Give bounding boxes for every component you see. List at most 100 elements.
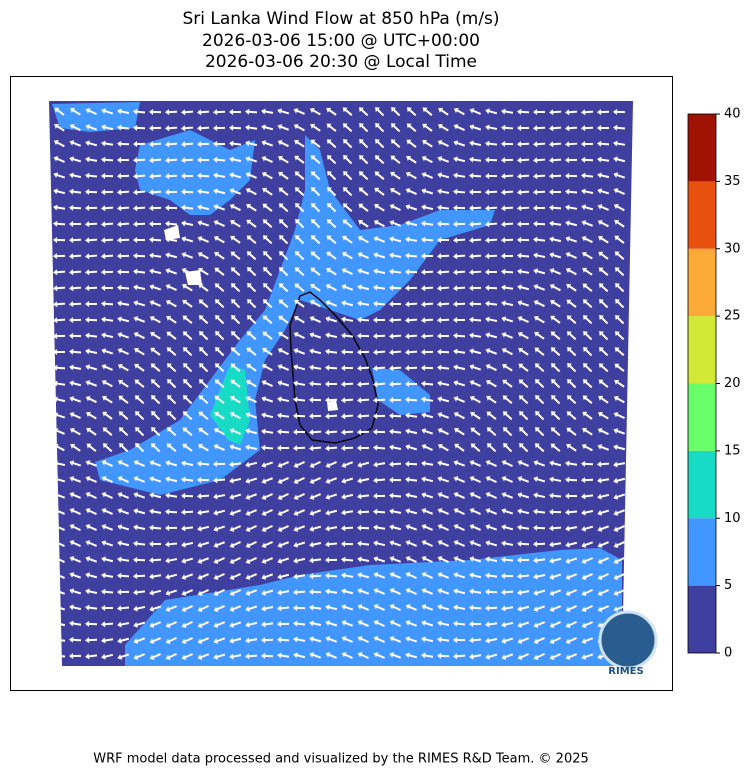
- wind-arrow: [517, 331, 529, 340]
- wind-arrow: [325, 604, 338, 611]
- wind-arrow: [149, 284, 162, 291]
- wind-arrow: [453, 492, 465, 499]
- wind-arrow: [245, 493, 258, 500]
- wind-arrow: [533, 268, 546, 275]
- wind-arrow: [85, 604, 98, 611]
- wind-arrow: [166, 331, 177, 340]
- wind-arrow: [53, 572, 65, 579]
- wind-arrow: [342, 107, 353, 116]
- wind-arrow: [293, 509, 305, 516]
- wind-arrow: [261, 637, 274, 644]
- wind-arrow: [453, 140, 466, 147]
- wind-arrow: [326, 251, 337, 260]
- wind-arrow: [293, 412, 306, 419]
- wind-arrow: [470, 427, 481, 436]
- wind-arrow: [181, 653, 193, 660]
- wind-arrow: [261, 652, 274, 659]
- wind-arrow: [517, 492, 530, 499]
- wind-arrow: [149, 268, 162, 275]
- wind-arrow: [549, 188, 562, 195]
- wind-arrow: [325, 652, 337, 659]
- wind-arrow: [69, 588, 82, 595]
- wind-arrow: [165, 605, 178, 612]
- colorbar-segment: [688, 316, 716, 384]
- wind-arrow: [149, 524, 162, 531]
- wind-arrow: [534, 347, 545, 356]
- wind-arrow: [549, 508, 562, 515]
- wind-arrow: [182, 427, 193, 436]
- wind-arrow: [326, 139, 337, 149]
- wind-arrow: [373, 365, 386, 372]
- wind-arrow: [245, 187, 257, 196]
- wind-arrow: [597, 477, 610, 484]
- wind-arrow: [166, 347, 177, 357]
- wind-arrow: [293, 396, 306, 403]
- wind-arrow: [197, 493, 210, 500]
- wind-arrow: [597, 557, 609, 564]
- wind-arrow: [581, 557, 594, 564]
- wind-arrow: [518, 379, 529, 389]
- wind-arrow: [213, 427, 225, 436]
- wind-arrow: [293, 541, 306, 548]
- wind-arrow: [102, 395, 113, 404]
- wind-arrow: [167, 395, 177, 405]
- wind-arrow: [598, 235, 609, 244]
- wind-arrow: [53, 139, 65, 148]
- wind-arrow: [278, 299, 289, 308]
- wind-arrow: [183, 379, 193, 389]
- wind-arrow: [501, 284, 514, 291]
- wind-arrow: [613, 188, 625, 195]
- wind-arrow: [389, 588, 401, 596]
- wind-arrow: [293, 315, 305, 324]
- wind-arrow: [533, 541, 546, 548]
- wind-arrow: [469, 476, 481, 483]
- wind-arrow: [614, 219, 625, 228]
- wind-arrow: [485, 348, 498, 355]
- wind-arrow: [197, 220, 210, 227]
- wind-arrow: [341, 636, 353, 643]
- wind-arrow: [245, 557, 257, 564]
- wind-arrow: [309, 364, 322, 371]
- wind-arrow: [85, 348, 98, 355]
- wind-arrow: [85, 460, 98, 467]
- wind-arrow: [549, 252, 562, 259]
- wind-arrow: [261, 396, 274, 403]
- wind-arrow: [85, 476, 97, 483]
- wind-arrow: [421, 652, 434, 659]
- wind-arrow: [118, 395, 129, 404]
- wind-arrow: [213, 541, 226, 548]
- wind-arrow: [597, 444, 610, 451]
- wind-arrow: [566, 283, 577, 292]
- wind-arrow: [341, 556, 354, 563]
- wind-arrow: [501, 140, 514, 147]
- wind-arrow: [389, 301, 402, 308]
- wind-arrow: [229, 172, 242, 179]
- wind-arrow: [117, 253, 130, 260]
- wind-arrow: [533, 315, 545, 324]
- wind-arrow: [453, 396, 466, 403]
- wind-arrow: [150, 363, 161, 372]
- wind-arrow: [295, 235, 305, 245]
- wind-arrow: [549, 268, 562, 275]
- wind-arrow: [310, 123, 321, 132]
- wind-arrow: [453, 285, 466, 292]
- wind-arrow: [358, 219, 369, 228]
- wind-arrow: [469, 300, 482, 307]
- wind-arrow: [86, 443, 97, 452]
- wind-arrow: [341, 348, 354, 355]
- wind-arrow: [437, 237, 450, 244]
- wind-arrow: [261, 541, 273, 548]
- wind-arrow: [485, 653, 498, 660]
- wind-arrow: [582, 379, 593, 389]
- wind-arrow: [438, 107, 449, 116]
- wind-arrow: [229, 541, 241, 548]
- wind-arrow: [517, 540, 530, 547]
- wind-arrow: [565, 204, 578, 211]
- wind-arrow: [278, 331, 289, 340]
- wind-arrow: [197, 589, 209, 596]
- wind-arrow: [437, 636, 450, 643]
- wind-arrow: [311, 203, 321, 213]
- wind-arrow: [389, 620, 401, 627]
- wind-arrow: [421, 604, 434, 611]
- wind-arrow: [566, 395, 577, 405]
